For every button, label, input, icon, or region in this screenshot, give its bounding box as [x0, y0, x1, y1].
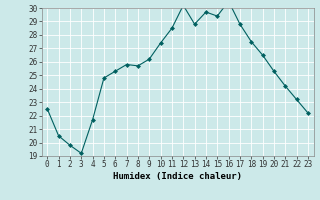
X-axis label: Humidex (Indice chaleur): Humidex (Indice chaleur): [113, 172, 242, 181]
